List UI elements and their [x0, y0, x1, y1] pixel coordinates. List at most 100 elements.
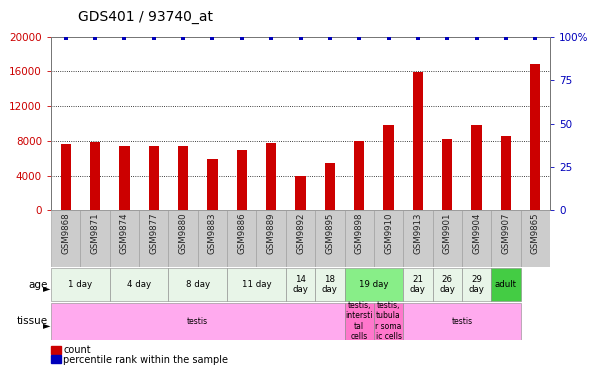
Text: GSM9904: GSM9904 [472, 212, 481, 254]
Bar [471, 125, 481, 210]
Bar [413, 72, 423, 210]
Text: testis,
tubula
r soma
ic cells: testis, tubula r soma ic cells [376, 301, 401, 341]
Text: 26
day: 26 day [439, 275, 455, 294]
Bar [110, 268, 168, 301]
Point [325, 36, 335, 41]
Bar [325, 163, 335, 210]
Text: testis,
intersti
tal
cells: testis, intersti tal cells [346, 301, 373, 341]
Bar [403, 210, 433, 267]
Bar [433, 268, 462, 301]
Text: age: age [29, 280, 48, 290]
Bar [110, 210, 139, 267]
Bar [139, 210, 168, 267]
Bar [462, 268, 491, 301]
Bar [227, 268, 286, 301]
Bar [374, 303, 403, 340]
Text: 1 day: 1 day [69, 280, 93, 289]
Bar [315, 210, 344, 267]
Point [501, 36, 511, 41]
Bar [168, 268, 227, 301]
Bar [374, 210, 403, 267]
Bar [315, 268, 344, 301]
Point [120, 36, 129, 41]
Bar [257, 210, 286, 267]
Point [413, 36, 423, 41]
Text: GSM9907: GSM9907 [501, 212, 510, 254]
Point [178, 36, 188, 41]
Text: GSM9877: GSM9877 [149, 212, 158, 254]
Text: tissue: tissue [17, 316, 48, 326]
Bar [403, 303, 520, 340]
Text: GSM9880: GSM9880 [178, 212, 188, 254]
Bar [530, 64, 540, 210]
Bar [266, 143, 276, 210]
Bar [354, 141, 364, 210]
Bar [403, 268, 433, 301]
Point [90, 36, 100, 41]
Text: GSM9871: GSM9871 [91, 212, 100, 254]
Bar [198, 210, 227, 267]
Bar [491, 210, 520, 267]
Point [61, 36, 70, 41]
Text: 29
day: 29 day [469, 275, 484, 294]
Bar [120, 146, 130, 210]
Text: GSM9913: GSM9913 [413, 212, 423, 254]
Bar [442, 139, 453, 210]
Bar [344, 268, 403, 301]
Text: testis: testis [188, 317, 209, 326]
Point [442, 36, 452, 41]
Text: testis: testis [451, 317, 472, 326]
Bar [51, 268, 110, 301]
Bar [81, 210, 110, 267]
Bar [51, 303, 344, 340]
Text: GSM9886: GSM9886 [237, 212, 246, 254]
Bar [433, 210, 462, 267]
Bar [383, 125, 394, 210]
Text: ►: ► [43, 283, 50, 293]
Bar [286, 268, 315, 301]
Bar [61, 143, 71, 210]
Point [355, 36, 364, 41]
Text: 14
day: 14 day [293, 275, 308, 294]
Bar [462, 210, 491, 267]
Text: 18
day: 18 day [322, 275, 338, 294]
Point [266, 36, 276, 41]
Text: GSM9883: GSM9883 [208, 212, 217, 254]
Point [472, 36, 481, 41]
Bar [207, 159, 218, 210]
Bar [178, 146, 188, 210]
Text: GSM9868: GSM9868 [61, 212, 70, 254]
Point [149, 36, 159, 41]
Text: GSM9901: GSM9901 [443, 212, 452, 254]
Point [296, 36, 305, 41]
Bar [344, 303, 374, 340]
Bar [286, 210, 315, 267]
Text: 19 day: 19 day [359, 280, 389, 289]
Text: GSM9889: GSM9889 [267, 212, 276, 254]
Bar [491, 268, 520, 301]
Bar [295, 176, 306, 210]
Text: GSM9892: GSM9892 [296, 212, 305, 254]
Bar [148, 146, 159, 210]
Text: count: count [63, 345, 91, 355]
Bar [90, 142, 100, 210]
Text: GDS401 / 93740_at: GDS401 / 93740_at [78, 10, 213, 24]
Point [237, 36, 246, 41]
Text: 11 day: 11 day [242, 280, 271, 289]
Point [208, 36, 218, 41]
Text: GSM9910: GSM9910 [384, 212, 393, 254]
Text: GSM9898: GSM9898 [355, 212, 364, 254]
Bar [344, 210, 374, 267]
Point [383, 36, 393, 41]
Bar [168, 210, 198, 267]
Bar [520, 210, 550, 267]
Point [531, 36, 540, 41]
Text: GSM9865: GSM9865 [531, 212, 540, 254]
Text: 21
day: 21 day [410, 275, 426, 294]
Text: 4 day: 4 day [127, 280, 151, 289]
Text: 8 day: 8 day [186, 280, 210, 289]
Bar [501, 136, 511, 210]
Text: ►: ► [43, 321, 50, 330]
Bar [237, 150, 247, 210]
Bar [51, 210, 81, 267]
